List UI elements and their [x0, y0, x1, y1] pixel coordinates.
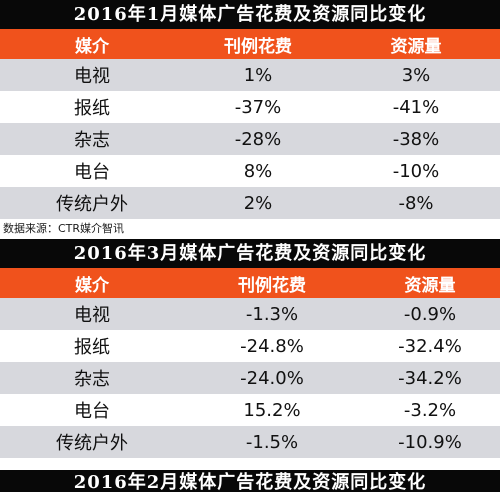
- table-row: 电台 8% -10%: [0, 155, 500, 187]
- volume-cell: -8%: [398, 192, 434, 214]
- media-cell: 传统户外: [56, 433, 128, 454]
- table-row: 电视 -1.3% -0.9%: [0, 298, 500, 330]
- spend-cell: -24.0%: [240, 367, 304, 389]
- spend-cell: 2%: [243, 192, 273, 214]
- media-cell: 报纸: [74, 98, 110, 119]
- volume-cell: -0.9%: [403, 303, 457, 325]
- volume-cell: -32.4%: [398, 335, 462, 357]
- table-jan-2016: 2016年1月媒体广告花费及资源同比变化 媒介 刊例花费 资源量 电视 1% 3…: [0, 0, 500, 219]
- table-row: 电台 15.2% -3.2%: [0, 394, 500, 426]
- source-note: 数据来源：CTR媒介智讯: [3, 222, 125, 235]
- table-row: 传统户外 2% -8%: [0, 187, 500, 219]
- media-cell: 电台: [74, 162, 110, 183]
- media-cell: 电视: [74, 66, 110, 87]
- spend-cell: -1.5%: [245, 431, 299, 453]
- header-volume: 资源量: [404, 275, 456, 296]
- volume-cell: -38%: [392, 128, 440, 150]
- table-header: 媒介 刊例花费 资源量: [0, 29, 500, 59]
- divider: [0, 458, 500, 470]
- table-row: 传统户外 -1.5% -10.9%: [0, 426, 500, 458]
- spend-cell: -1.3%: [245, 303, 299, 325]
- media-cell: 杂志: [74, 369, 110, 390]
- header-media: 媒介: [75, 36, 109, 57]
- media-cell: 报纸: [74, 337, 110, 358]
- table-row: 杂志 -28% -38%: [0, 123, 500, 155]
- table-feb-2016: 2016年2月媒体广告花费及资源同比变化: [0, 470, 500, 492]
- media-cell: 传统户外: [56, 194, 128, 215]
- volume-cell: -10.9%: [398, 431, 462, 453]
- media-cell: 电视: [74, 305, 110, 326]
- table-mar-2016: 2016年3月媒体广告花费及资源同比变化 媒介 刊例花费 资源量 电视 -1.3…: [0, 239, 500, 458]
- spend-cell: -24.8%: [240, 335, 304, 357]
- spend-cell: 15.2%: [243, 399, 301, 421]
- header-volume: 资源量: [390, 36, 442, 57]
- spend-cell: 8%: [243, 160, 273, 182]
- volume-cell: -10%: [392, 160, 440, 182]
- spend-cell: -37%: [234, 96, 282, 118]
- table-row: 电视 1% 3%: [0, 59, 500, 91]
- volume-cell: 3%: [401, 64, 431, 86]
- table-title: 2016年3月媒体广告花费及资源同比变化: [0, 239, 500, 268]
- table-title: 2016年1月媒体广告花费及资源同比变化: [0, 0, 500, 29]
- table-title: 2016年2月媒体广告花费及资源同比变化: [0, 470, 500, 492]
- volume-cell: -34.2%: [398, 367, 462, 389]
- spend-cell: 1%: [243, 64, 273, 86]
- table-row: 杂志 -24.0% -34.2%: [0, 362, 500, 394]
- volume-cell: -41%: [392, 96, 440, 118]
- media-cell: 电台: [74, 401, 110, 422]
- header-spend: 刊例花费: [224, 36, 292, 57]
- media-cell: 杂志: [74, 130, 110, 151]
- volume-cell: -3.2%: [403, 399, 457, 421]
- header-spend: 刊例花费: [238, 275, 306, 296]
- table-row: 报纸 -37% -41%: [0, 91, 500, 123]
- table-row: 报纸 -24.8% -32.4%: [0, 330, 500, 362]
- header-media: 媒介: [75, 275, 109, 296]
- table-header: 媒介 刊例花费 资源量: [0, 268, 500, 298]
- spend-cell: -28%: [234, 128, 282, 150]
